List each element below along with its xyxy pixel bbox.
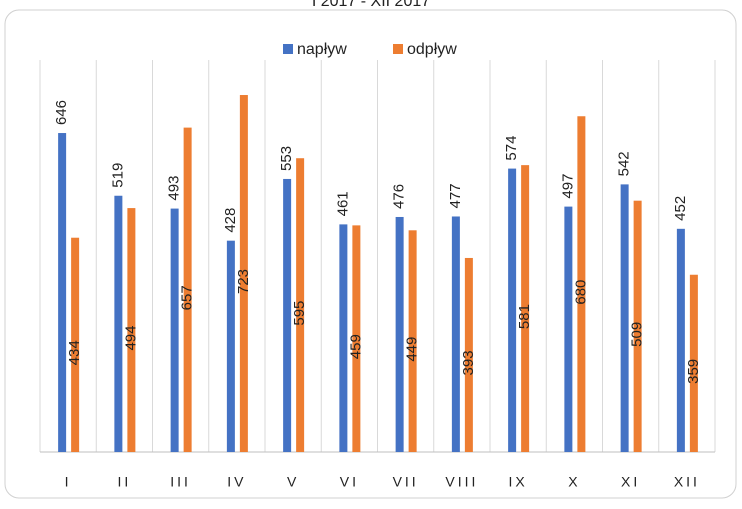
bar bbox=[620, 184, 629, 452]
bar bbox=[464, 257, 473, 452]
data-label: 476 bbox=[391, 184, 408, 209]
data-label: 553 bbox=[278, 146, 295, 171]
data-label: 680 bbox=[572, 280, 589, 305]
data-label: 542 bbox=[616, 151, 633, 176]
x-tick-label: VIII bbox=[445, 474, 478, 490]
chart-title: I 2017 - XII 2017 bbox=[312, 0, 430, 10]
data-label: 497 bbox=[559, 174, 576, 199]
data-label: 581 bbox=[516, 304, 533, 329]
data-label: 459 bbox=[347, 334, 364, 359]
x-tick-label: II bbox=[117, 474, 131, 490]
bar bbox=[170, 208, 179, 452]
data-label: 723 bbox=[235, 269, 252, 294]
data-label: 393 bbox=[460, 350, 477, 375]
data-label: 494 bbox=[122, 326, 139, 351]
bar bbox=[239, 95, 248, 453]
data-label: 452 bbox=[672, 196, 689, 221]
data-label: 449 bbox=[404, 337, 421, 362]
bar bbox=[508, 168, 517, 452]
legend-swatch bbox=[393, 44, 403, 54]
data-label: 434 bbox=[66, 340, 83, 365]
bar bbox=[226, 240, 235, 452]
x-tick-label: IX bbox=[509, 474, 528, 490]
legend-label: odpływ bbox=[407, 41, 457, 58]
data-label: 428 bbox=[222, 208, 239, 233]
bar bbox=[127, 208, 136, 452]
bar bbox=[577, 116, 586, 452]
legend-swatch bbox=[283, 44, 293, 54]
data-label: 574 bbox=[503, 136, 520, 161]
bar bbox=[408, 230, 417, 452]
x-tick-label: X bbox=[568, 474, 580, 490]
data-label: 646 bbox=[53, 100, 70, 125]
x-tick-label: III bbox=[170, 474, 191, 490]
data-label: 359 bbox=[685, 359, 702, 384]
bar bbox=[339, 224, 348, 452]
data-label: 595 bbox=[291, 301, 308, 326]
bar bbox=[58, 133, 67, 452]
bar bbox=[352, 225, 361, 452]
bar bbox=[451, 216, 460, 452]
bar bbox=[114, 195, 123, 452]
bar bbox=[676, 228, 685, 452]
x-tick-label: VII bbox=[393, 474, 419, 490]
bar bbox=[296, 158, 305, 452]
x-tick-label: IV bbox=[227, 474, 246, 490]
bar bbox=[71, 237, 80, 452]
bar bbox=[183, 127, 192, 452]
legend-label: napływ bbox=[297, 41, 347, 58]
bar bbox=[395, 216, 404, 452]
x-tick-label: I bbox=[65, 474, 72, 490]
bar bbox=[283, 178, 292, 453]
data-label: 461 bbox=[334, 191, 351, 216]
bar bbox=[521, 165, 530, 452]
data-label: 509 bbox=[629, 322, 646, 347]
bar bbox=[689, 274, 698, 452]
bar bbox=[633, 200, 642, 452]
x-tick-label: XI bbox=[621, 474, 640, 490]
data-label: 519 bbox=[109, 163, 126, 188]
x-tick-label: VI bbox=[340, 474, 359, 490]
data-label: 477 bbox=[447, 183, 464, 208]
bar bbox=[564, 206, 573, 452]
x-tick-label: XII bbox=[674, 474, 700, 490]
data-label: 493 bbox=[166, 176, 183, 201]
x-tick-label: V bbox=[287, 474, 299, 490]
data-label: 657 bbox=[179, 285, 196, 310]
